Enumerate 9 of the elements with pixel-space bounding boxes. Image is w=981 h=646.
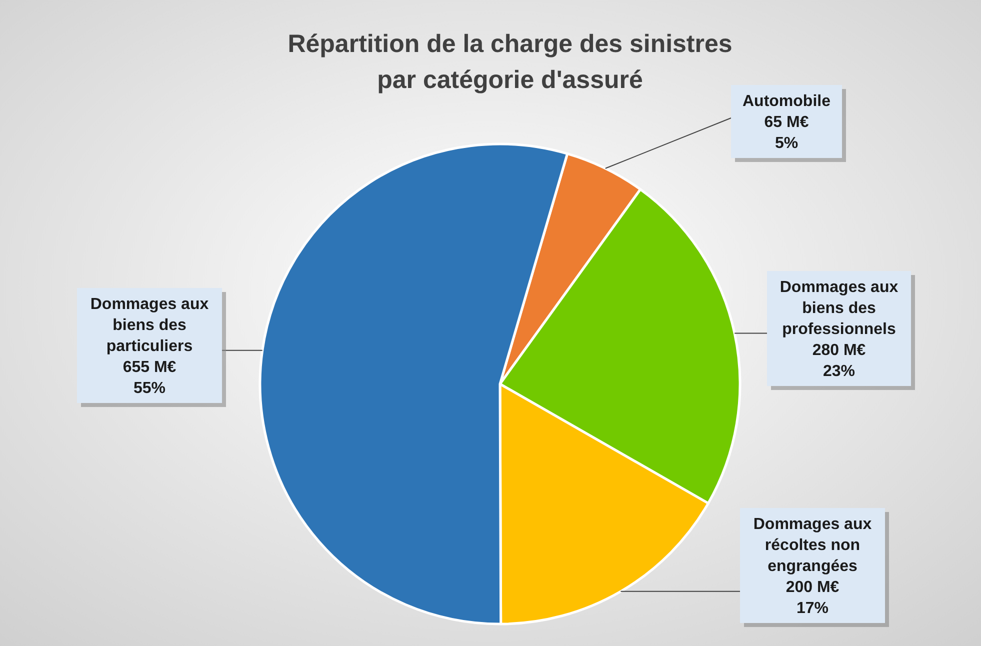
data-label: 65 M€ 5%	[764, 114, 809, 152]
slice-label: Automobile	[742, 93, 831, 110]
chart-title: Répartition de la charge des sinistres par catégorie d'assuré	[288, 30, 732, 94]
data-label: 655 M€ 55%	[122, 359, 176, 397]
data-label: 280 M€ 23%	[812, 342, 866, 380]
slice-label: Dommages aux récoltes non engrangées	[753, 516, 872, 575]
slice-label: Dommages aux biens des particuliers	[90, 296, 209, 355]
slice-label: Dommages aux biens des professionnels	[780, 279, 898, 338]
data-label: 200 M€ 17%	[786, 579, 840, 617]
